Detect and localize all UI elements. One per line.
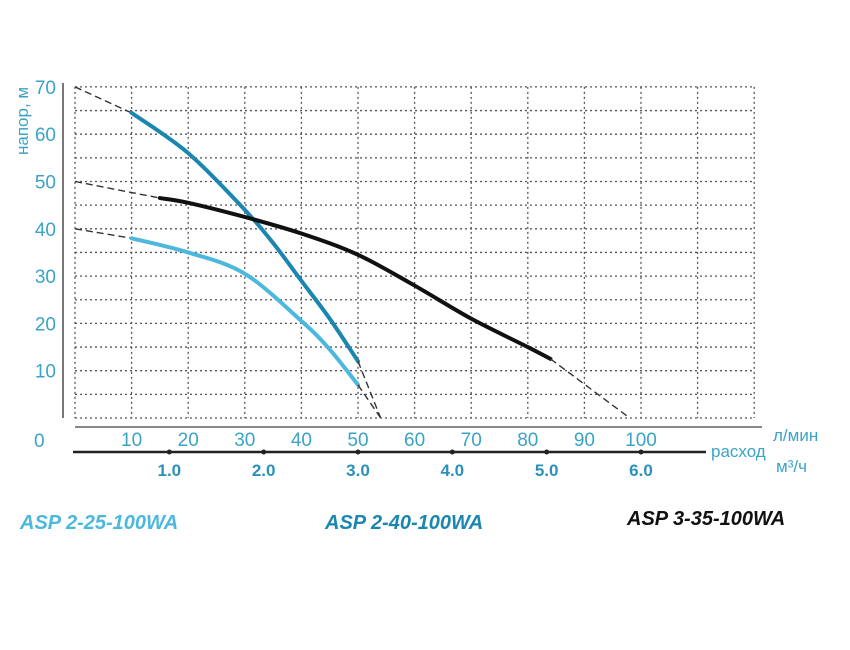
series-asp-2-40-100wa-dashed-start (74, 86, 132, 114)
x-tick-label: 60 (404, 430, 425, 451)
x-tick-label: 70 (461, 430, 482, 451)
x2-tick-label: 1.0 (158, 461, 182, 480)
x-tick-label: 50 (347, 430, 368, 451)
x2-tick-label: 2.0 (252, 461, 276, 480)
series-asp-2-25-100wa-curve (129, 236, 360, 387)
x-tick-label: 100 (625, 430, 657, 451)
legend-asp-3-35: ASP 3-35-100WA (626, 508, 785, 530)
axes (62, 83, 762, 455)
x2-tick-label: 4.0 (441, 461, 465, 480)
legend-asp-2-25: ASP 2-25-100WA (19, 512, 178, 534)
x-tick-label: 40 (291, 430, 312, 451)
series-asp-2-25-100wa-dashed-start (74, 228, 132, 239)
x-tick-label: 80 (517, 430, 538, 451)
x2-tick-mark (355, 449, 361, 455)
x2-tick-label: 5.0 (535, 461, 559, 480)
grid (74, 86, 755, 419)
y-tick-label: 70 (35, 78, 56, 99)
series-asp-2-25-100wa-dashed-end (357, 384, 382, 419)
x2-tick-label: 6.0 (629, 461, 653, 480)
x-tick-label: 20 (178, 430, 199, 451)
series-asp-2-40-100wa-dashed-end (357, 360, 382, 419)
series-asp-2-40-100wa-curve (129, 110, 360, 364)
x2-tick-mark (638, 449, 644, 455)
x2-tick-label: 3.0 (346, 461, 370, 480)
origin-label: 0 (34, 431, 45, 452)
x-unit-secondary: м³/ч (776, 457, 807, 476)
curves (74, 86, 631, 419)
x2-tick-mark (449, 449, 455, 455)
series-asp-3-35-100wa-dashed-start (74, 180, 161, 199)
y-tick-label: 10 (35, 362, 56, 383)
x2-tick-mark (261, 449, 267, 455)
y-tick-label: 30 (35, 267, 56, 288)
x2-tick-mark (166, 449, 172, 455)
x-unit-primary: л/мин (773, 426, 818, 445)
x-axis-label: расход (711, 442, 766, 461)
y-tick-label: 20 (35, 314, 56, 335)
y-axis-label: напор, м (13, 87, 32, 155)
tick-labels: 10 20 30 40 50 60 70 10 20 30 40 50 60 70 80 90 100 1.0 2.… (35, 78, 657, 480)
series-asp-3-35-100wa-dashed-end (550, 358, 631, 419)
y-tick-label: 50 (35, 173, 56, 194)
legend-asp-2-40: ASP 2-40-100WA (324, 512, 483, 534)
y-tick-label: 40 (35, 220, 56, 241)
x2-tick-mark (544, 449, 550, 455)
series-asp-3-35-100wa-curve (157, 196, 553, 361)
x-tick-label: 10 (121, 430, 142, 451)
x-tick-label: 30 (234, 430, 255, 451)
y-tick-label: 60 (35, 125, 56, 146)
x-tick-label: 90 (574, 430, 595, 451)
